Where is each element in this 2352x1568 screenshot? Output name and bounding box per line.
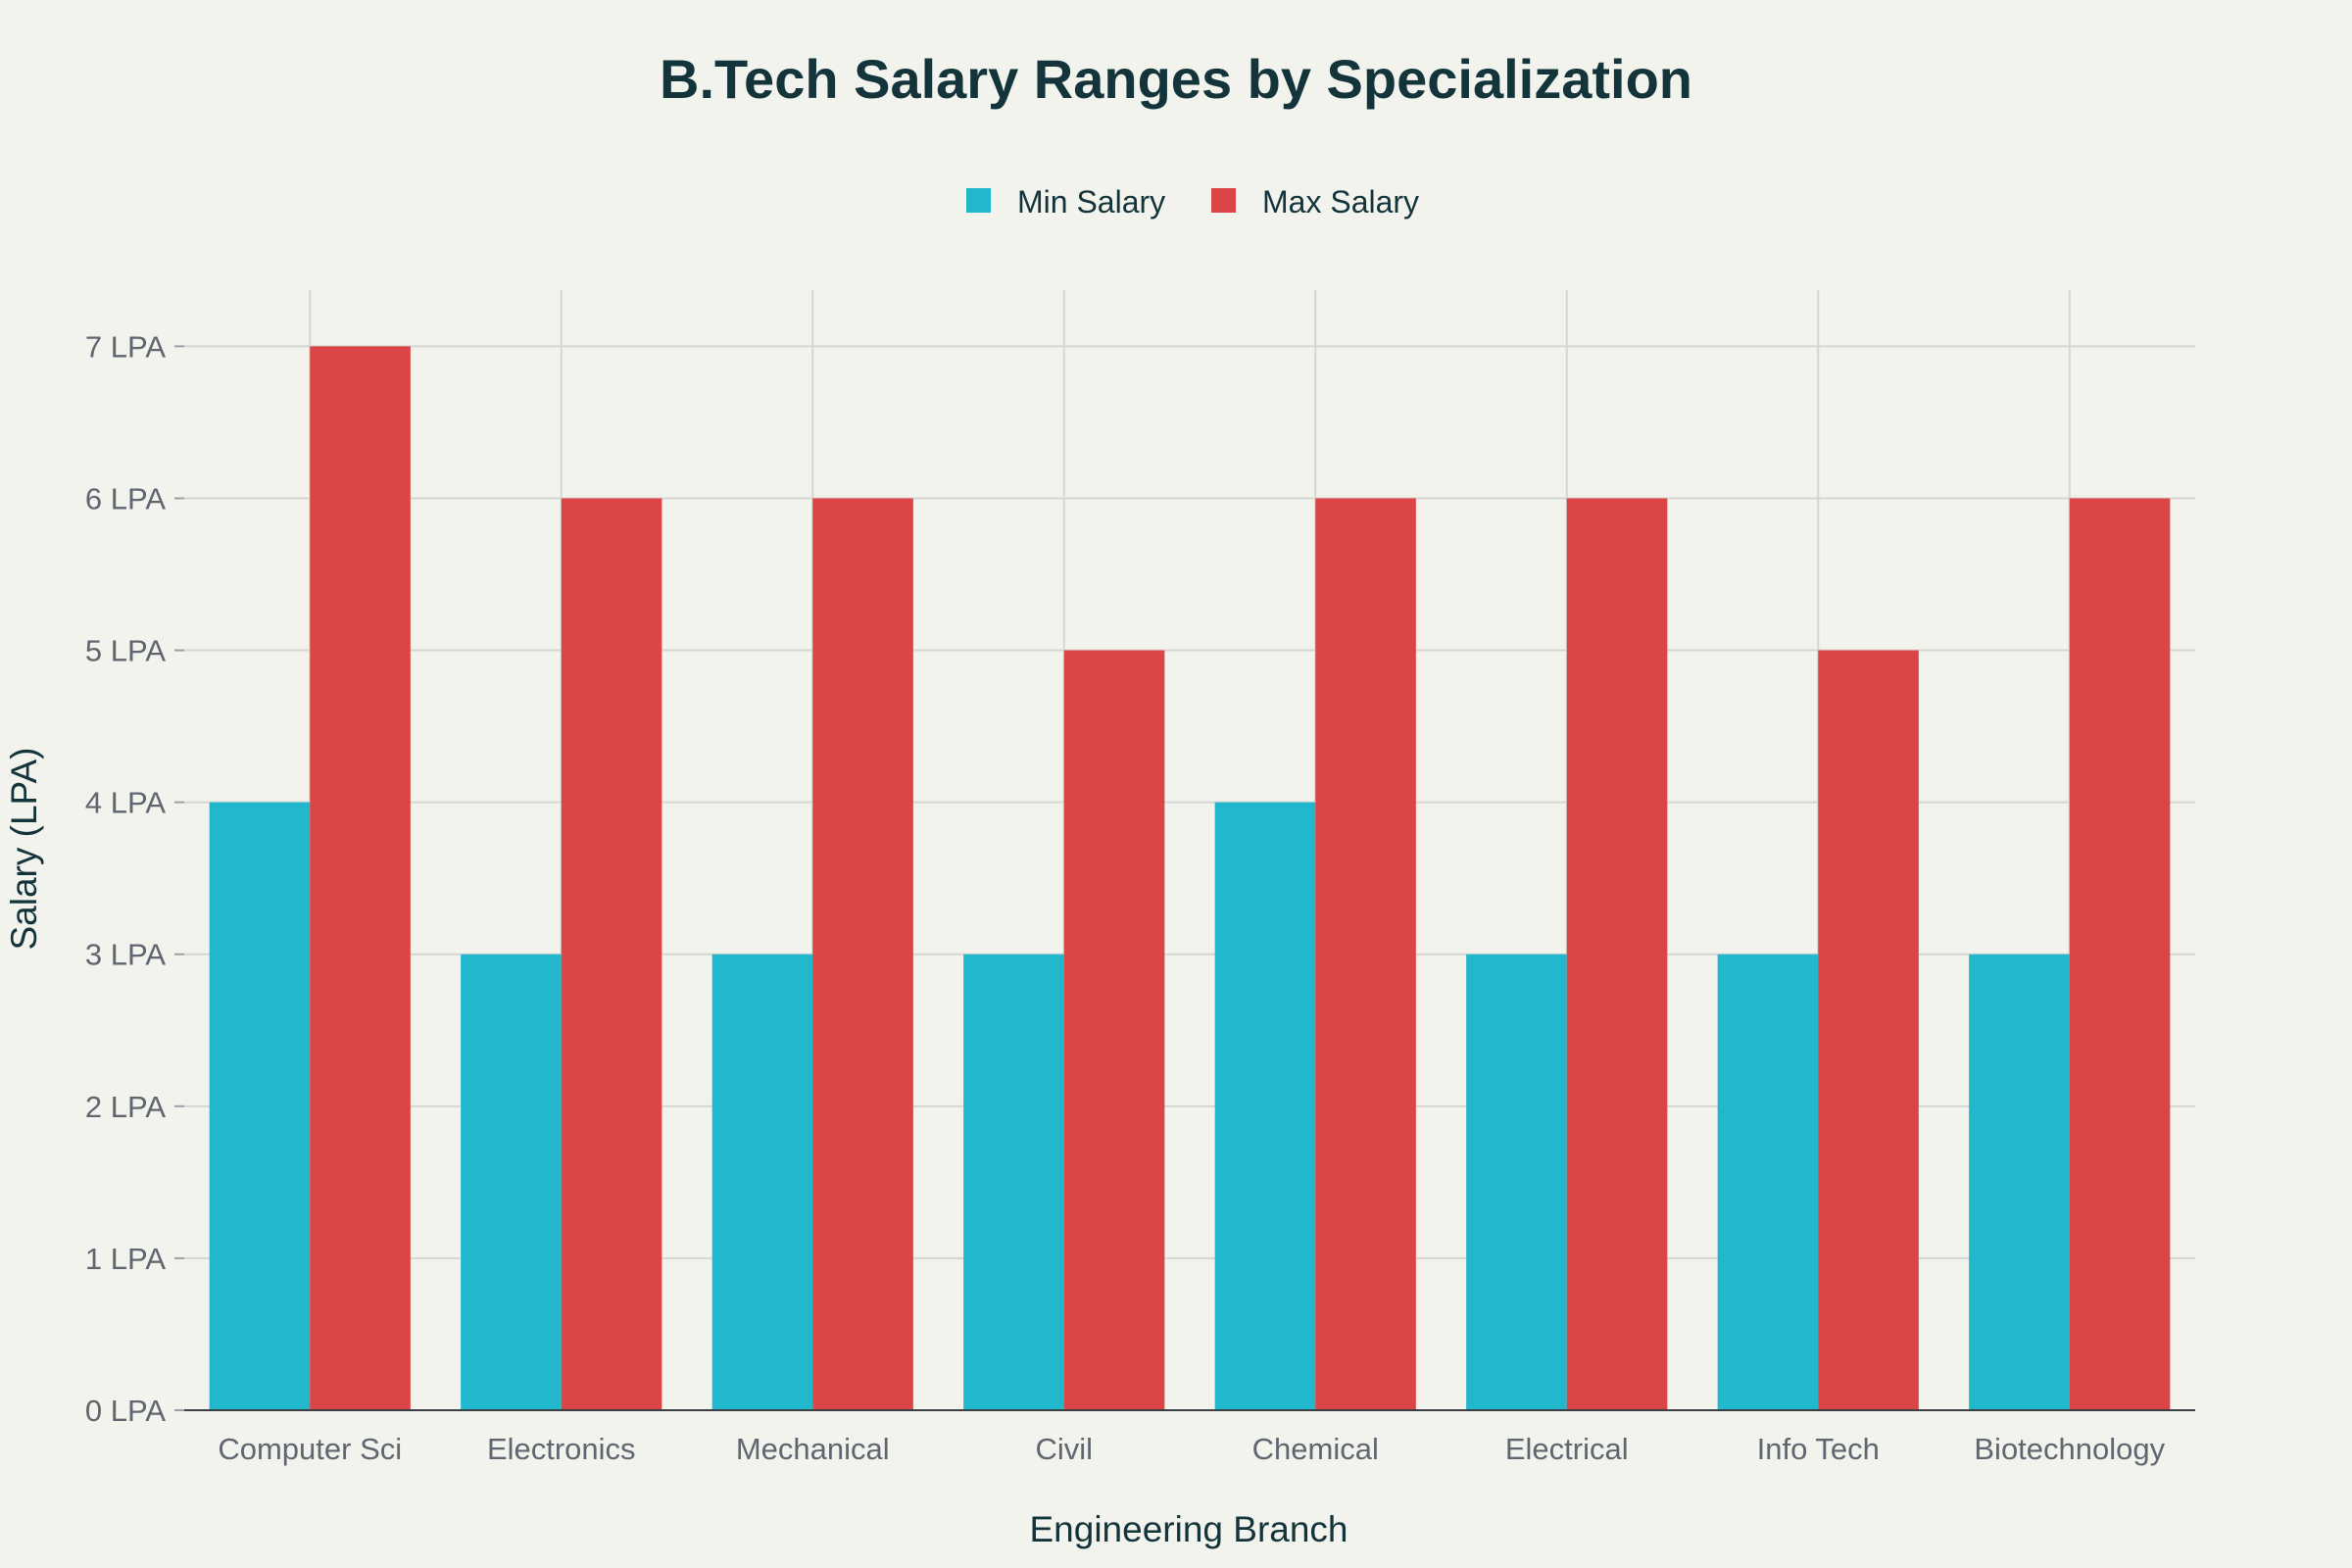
chart-title: B.Tech Salary Ranges by Specialization (660, 48, 1692, 110)
bar-min-salary (209, 802, 311, 1410)
x-tick-label: Chemical (1252, 1432, 1379, 1466)
y-tick-label: 2 LPA (85, 1090, 166, 1124)
bar-min-salary (711, 954, 813, 1410)
x-tick-label: Electrical (1505, 1432, 1629, 1466)
legend-swatch-min-salary (966, 188, 991, 213)
bar-min-salary (461, 954, 562, 1410)
legend: Min Salary Max Salary (966, 184, 1419, 220)
bar-max-salary (561, 498, 662, 1410)
x-tick-label: Info Tech (1757, 1432, 1880, 1466)
y-tick-label: 1 LPA (85, 1242, 166, 1276)
bar-max-salary (1818, 650, 1919, 1410)
x-tick-label: Biotechnology (1974, 1432, 2165, 1466)
y-axis-title: Salary (LPA) (4, 748, 44, 951)
bars-layer (209, 346, 2171, 1411)
y-tick-label: 5 LPA (85, 634, 166, 668)
x-tick-label: Electronics (487, 1432, 636, 1466)
bar-max-salary (1063, 650, 1165, 1410)
bar-max-salary (1566, 498, 1668, 1410)
y-tick-label: 0 LPA (85, 1394, 166, 1428)
legend-label-min-salary: Min Salary (1017, 184, 1165, 220)
axis-layer: 0 LPA 1 LPA 2 LPA 3 LPA 4 LPA 5 LPA 6 LPA 7 LPA… (85, 329, 2195, 1466)
x-tick-label: Computer Sci (218, 1432, 402, 1466)
legend-swatch-max-salary (1211, 188, 1236, 213)
bar-min-salary (1466, 954, 1567, 1410)
bar-max-salary (2069, 498, 2171, 1410)
bar-max-salary (1315, 498, 1416, 1410)
x-axis-title: Engineering Branch (1030, 1509, 1348, 1549)
bar-max-salary (812, 498, 913, 1410)
x-tick-label: Mechanical (736, 1432, 890, 1466)
bar-min-salary (1969, 954, 2070, 1410)
bar-min-salary (963, 954, 1064, 1410)
bar-min-salary (1717, 954, 1819, 1410)
bar-min-salary (1214, 802, 1316, 1410)
legend-label-max-salary: Max Salary (1262, 184, 1419, 220)
bar-max-salary (310, 346, 411, 1411)
y-tick-label: 7 LPA (85, 329, 166, 364)
x-tick-label: Civil (1035, 1432, 1093, 1466)
y-tick-label: 4 LPA (85, 786, 166, 820)
y-tick-label: 3 LPA (85, 938, 166, 972)
y-tick-label: 6 LPA (85, 481, 166, 515)
